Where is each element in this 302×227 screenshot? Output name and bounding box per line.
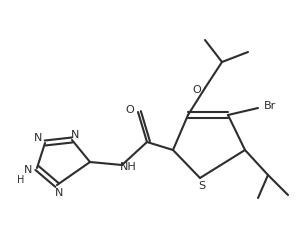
Text: N: N	[55, 188, 63, 198]
Text: N: N	[34, 133, 42, 143]
Text: Br: Br	[264, 101, 276, 111]
Text: O: O	[193, 85, 201, 95]
Text: O: O	[126, 105, 134, 115]
Text: S: S	[198, 181, 206, 191]
Text: H: H	[17, 175, 25, 185]
Text: N: N	[71, 130, 79, 140]
Text: NH: NH	[120, 162, 137, 172]
Text: N: N	[24, 165, 32, 175]
